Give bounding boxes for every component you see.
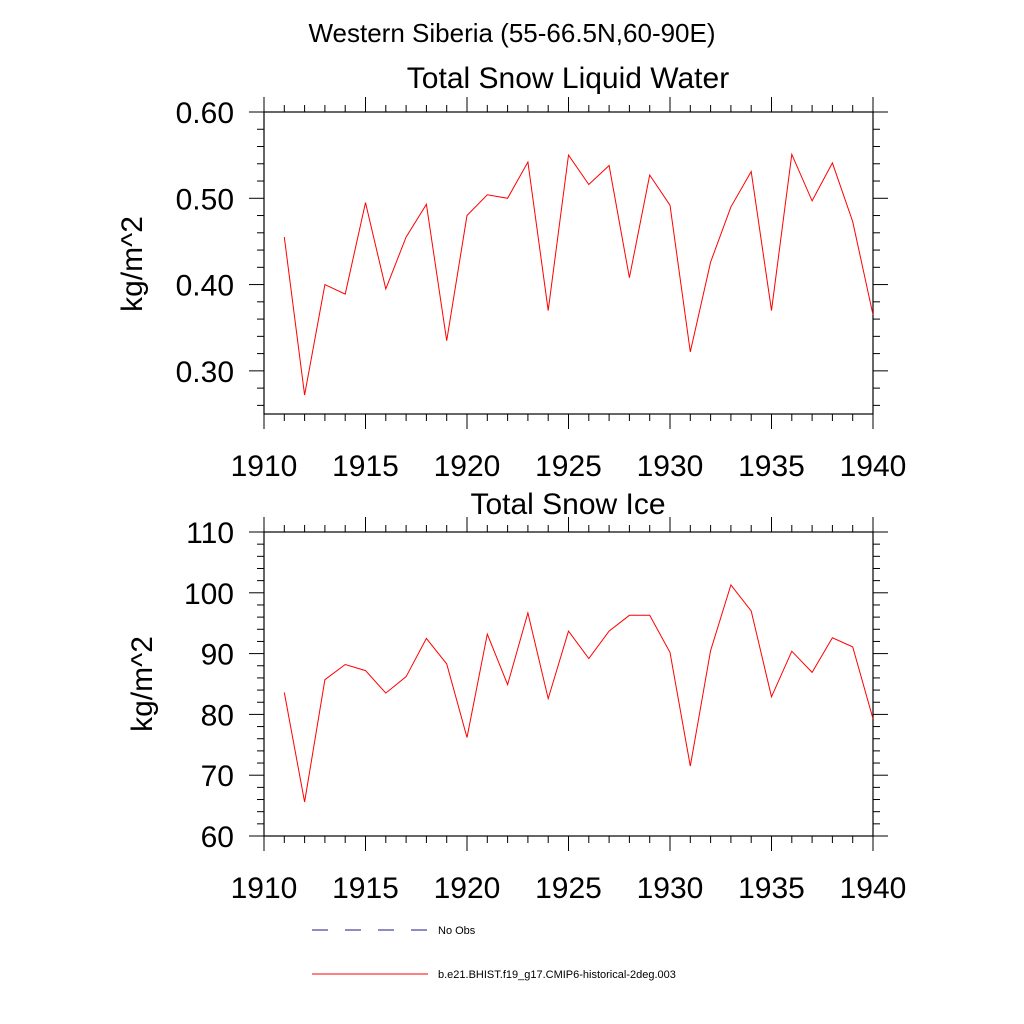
ticks — [249, 517, 888, 851]
series-line — [283, 152, 874, 396]
chart-title: Total Snow Ice — [470, 488, 665, 521]
y-tick-label: 90 — [201, 639, 234, 672]
legend-label-no-obs: No Obs — [438, 925, 476, 937]
x-tick-labels: 1910 1915 1920 1925 1930 1935 1940 — [231, 450, 907, 483]
y-tick-label: 100 — [184, 578, 234, 611]
legend: No Obs b.e21.BHIST.f19_g17.CMIP6-histori… — [312, 925, 676, 981]
x-tick-label: 1940 — [840, 872, 907, 905]
figure-title: Western Siberia (55-66.5N,60-90E) — [308, 18, 715, 48]
y-tick-label: 0.30 — [176, 356, 234, 389]
y-axis-label: kg/m^2 — [126, 636, 159, 732]
x-tick-label: 1915 — [332, 450, 399, 483]
legend-label-model: b.e21.BHIST.f19_g17.CMIP6-historical-2de… — [438, 969, 676, 981]
y-tick-label: 0.40 — [176, 270, 234, 303]
x-tick-label: 1920 — [434, 450, 501, 483]
x-tick-label: 1935 — [738, 450, 805, 483]
y-tick-label: 110 — [186, 517, 234, 550]
chart-panel-snow-ice: Total Snow Ice kg/m^2 60 70 80 90 100 110 191… — [126, 488, 906, 905]
x-tick-label: 1910 — [231, 872, 298, 905]
y-tick-label: 70 — [201, 760, 234, 793]
x-tick-label: 1920 — [434, 872, 501, 905]
x-tick-label: 1910 — [231, 450, 298, 483]
y-tick-label: 0.50 — [176, 183, 234, 216]
x-tick-label: 1935 — [738, 872, 805, 905]
x-tick-label: 1930 — [637, 872, 704, 905]
x-tick-label: 1925 — [535, 450, 602, 483]
chart-panel-snow-liquid-water: Total Snow Liquid Water kg/m^2 0.300.400… — [116, 62, 906, 483]
y-tick-label: 60 — [201, 821, 234, 854]
y-tick-label: 80 — [201, 699, 234, 732]
y-axis-label: kg/m^2 — [116, 216, 149, 312]
x-tick-labels: 1910 1915 1920 1925 1930 1935 1940 — [231, 872, 907, 905]
ticks — [249, 97, 888, 429]
x-tick-label: 1925 — [535, 872, 602, 905]
y-tick-label: 0.60 — [176, 97, 234, 130]
x-tick-label: 1940 — [840, 450, 907, 483]
x-tick-label: 1930 — [637, 450, 704, 483]
series-line — [283, 583, 874, 803]
series-group — [283, 152, 874, 396]
series-group — [283, 583, 874, 803]
x-tick-label: 1915 — [332, 872, 399, 905]
plot-frame — [263, 531, 874, 837]
y-tick-labels: 0.30 0.40 0.50 0.60 — [176, 97, 234, 389]
chart-title: Total Snow Liquid Water — [407, 62, 729, 95]
y-tick-labels: 60 70 80 90 100 110 — [184, 517, 234, 854]
